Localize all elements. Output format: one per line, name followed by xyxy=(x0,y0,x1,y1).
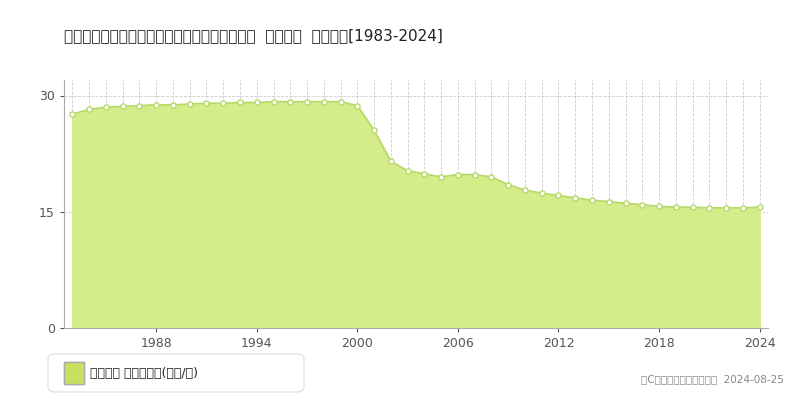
Point xyxy=(301,98,314,105)
Point xyxy=(116,103,129,110)
Point xyxy=(368,127,381,134)
Text: （C）土地価格ドットコム  2024-08-25: （C）土地価格ドットコム 2024-08-25 xyxy=(641,374,784,384)
Point xyxy=(703,205,716,211)
Point xyxy=(351,102,364,109)
Point xyxy=(686,204,699,210)
Point xyxy=(217,100,230,106)
Point xyxy=(66,111,78,117)
Point xyxy=(468,171,481,178)
Point xyxy=(150,102,162,108)
Point xyxy=(99,104,112,110)
Text: 地価公示 平均坪単価(万円/坪): 地価公示 平均坪単価(万円/坪) xyxy=(90,367,198,380)
Point xyxy=(250,99,263,106)
Point xyxy=(552,192,565,199)
Point xyxy=(183,101,196,107)
Point xyxy=(485,174,498,180)
Point xyxy=(754,204,766,210)
Point xyxy=(385,158,398,164)
Point xyxy=(82,106,95,113)
Point xyxy=(670,204,682,210)
Point xyxy=(535,190,548,196)
Point xyxy=(418,170,430,177)
Point xyxy=(653,203,666,210)
Text: 新潟県上越市西城町３丁目字東二ノ辻１３番７  地価公示  地価推移[1983-2024]: 新潟県上越市西城町３丁目字東二ノ辻１３番７ 地価公示 地価推移[1983-202… xyxy=(64,28,443,43)
Point xyxy=(518,187,531,193)
Point xyxy=(636,202,649,208)
Point xyxy=(200,100,213,106)
Text: 地価公示 平均坪単価(万円/坪): 地価公示 平均坪単価(万円/坪) xyxy=(90,367,198,380)
Point xyxy=(619,200,632,206)
Point xyxy=(166,102,179,108)
Point xyxy=(602,198,615,205)
Point xyxy=(720,205,733,211)
Point xyxy=(284,98,297,105)
Point xyxy=(267,98,280,105)
Point xyxy=(334,98,347,105)
Point xyxy=(451,171,464,178)
Point xyxy=(402,168,414,174)
Point xyxy=(737,205,750,211)
Point xyxy=(318,98,330,105)
Point xyxy=(133,102,146,109)
Point xyxy=(586,197,598,203)
Point xyxy=(502,182,514,188)
Point xyxy=(569,194,582,201)
Point xyxy=(434,174,447,180)
Point xyxy=(234,99,246,106)
